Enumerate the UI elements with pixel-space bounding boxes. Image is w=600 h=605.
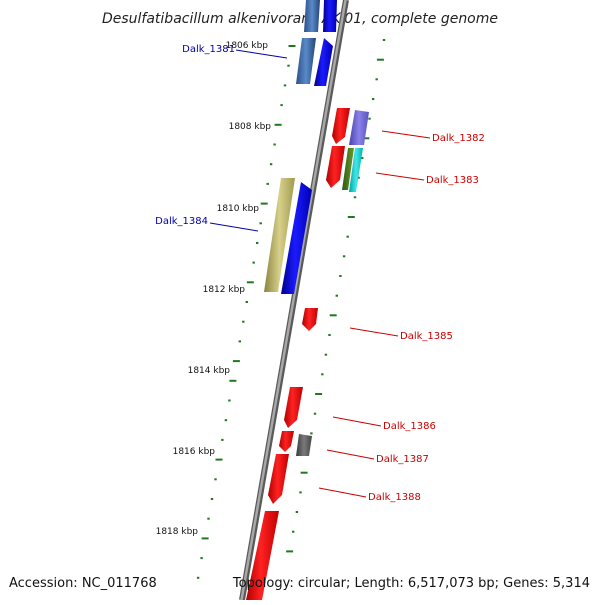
reverse-strand-genes — [246, 108, 369, 600]
gene-label-dalk-1381[interactable]: Dalk_1381 — [182, 44, 235, 55]
gene-dalk-1385[interactable] — [302, 308, 318, 331]
gene-label-dalk-1382[interactable]: Dalk_1382 — [432, 133, 485, 144]
gene-label-dalk-1386[interactable]: Dalk_1386 — [383, 421, 436, 432]
gene-dalk-1381-b[interactable] — [314, 38, 333, 86]
gene-dalk-1384-b[interactable] — [281, 182, 312, 294]
gene-dalk-1382-a[interactable] — [332, 108, 350, 144]
gene-dalk-1388[interactable] — [268, 454, 289, 504]
gene-label-dalk-1387[interactable]: Dalk_1387 — [376, 454, 429, 465]
forward-strand-genes — [264, 0, 337, 294]
gene-label-dalk-1383[interactable]: Dalk_1383 — [426, 175, 479, 186]
kbp-label-1812: 1812 kbp — [203, 285, 246, 295]
kbp-label-1806: 1806 kbp — [226, 41, 269, 51]
genome-backbone — [239, 0, 349, 601]
gene-label-dalk-1385[interactable]: Dalk_1385 — [400, 331, 453, 342]
topology-text: Topology: circular; Length: 6,517,073 bp… — [232, 576, 590, 591]
kbp-label-1818: 1818 kbp — [156, 527, 199, 537]
gene-dalk-1383-a[interactable] — [326, 146, 345, 188]
gene-leader-lines — [209, 49, 431, 498]
gene-dalk-1381-a[interactable] — [296, 38, 316, 84]
gene-feature-top-a[interactable] — [304, 0, 320, 32]
left-tick-track — [196, 45, 296, 579]
gene-dalk-1384-a[interactable] — [264, 178, 295, 292]
accession-text: Accession: NC_011768 — [9, 576, 157, 591]
gene-dalk-1386[interactable] — [284, 387, 303, 428]
gene-dalk-1383-c[interactable] — [349, 148, 363, 192]
kbp-label-1816: 1816 kbp — [173, 447, 216, 457]
gene-label-dalk-1388[interactable]: Dalk_1388 — [368, 492, 421, 503]
kbp-label-1808: 1808 kbp — [229, 122, 272, 132]
gene-dalk-1387-b[interactable] — [296, 434, 312, 456]
map-title: Desulfatibacillum alkenivorans AK-01, co… — [102, 11, 498, 27]
gene-dalk-1382-b[interactable] — [349, 110, 369, 145]
kbp-label-1810: 1810 kbp — [217, 204, 260, 214]
gene-dalk-1383-b[interactable] — [342, 148, 354, 190]
kbp-label-1814: 1814 kbp — [188, 366, 231, 376]
gene-dalk-1387-a[interactable] — [279, 431, 294, 452]
gene-feature-top-b[interactable] — [323, 0, 337, 32]
gene-feature-bottom[interactable] — [246, 511, 279, 600]
gene-label-dalk-1384[interactable]: Dalk_1384 — [155, 216, 208, 227]
